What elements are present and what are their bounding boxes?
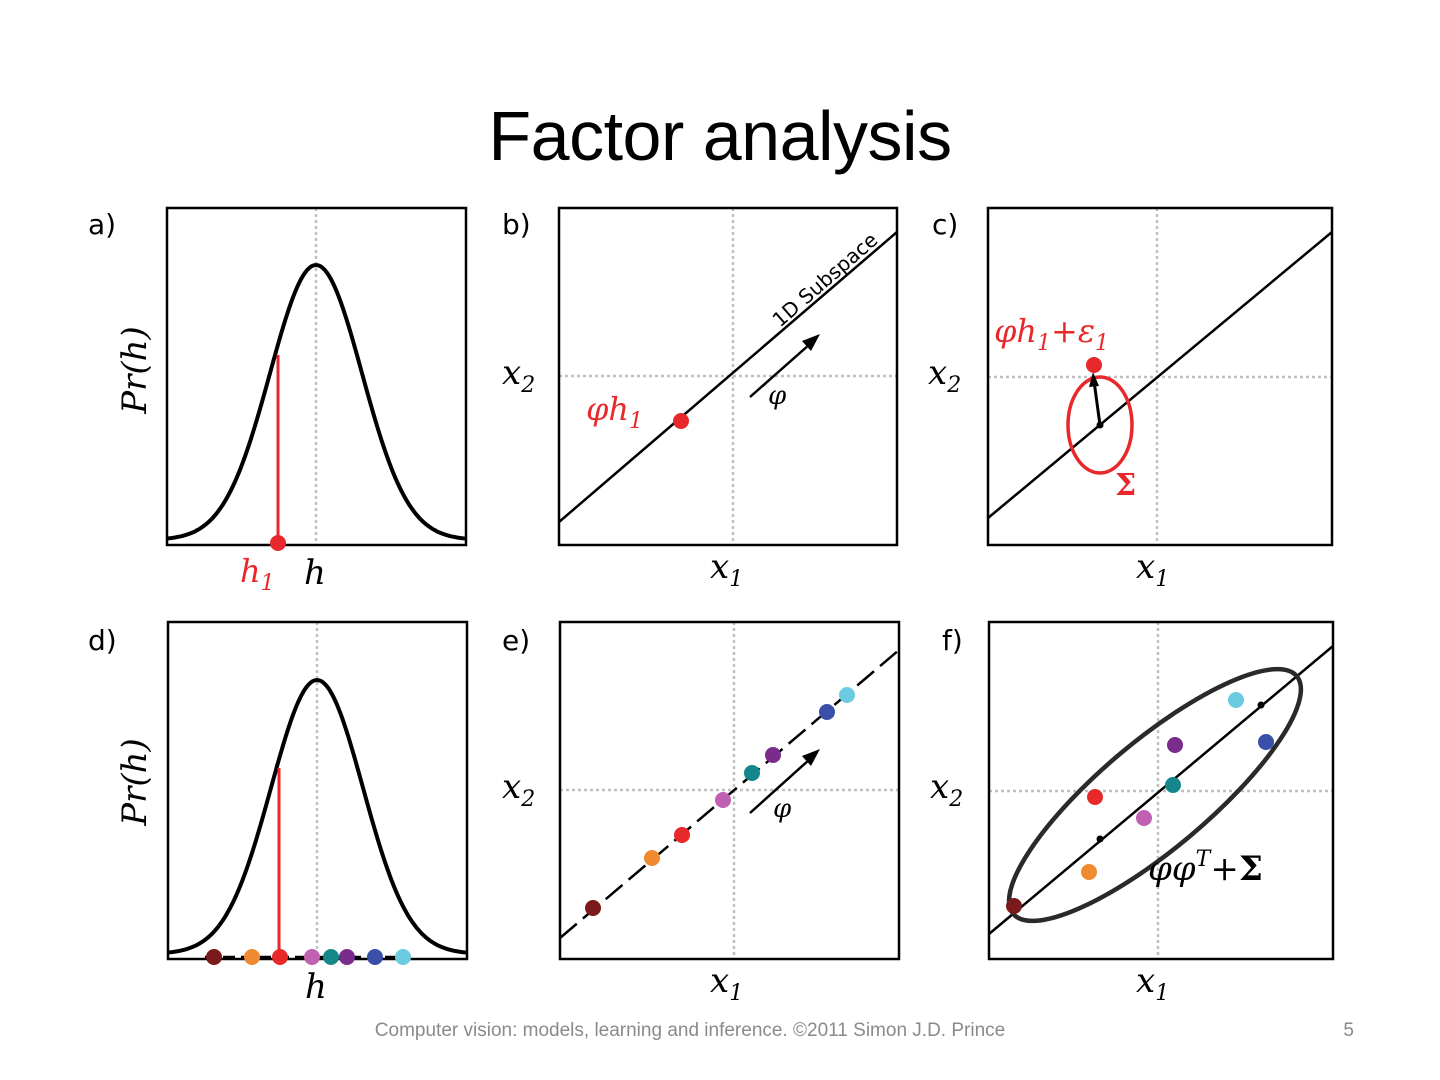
xlabel-h: h — [304, 553, 326, 593]
phi-label: φ — [773, 794, 792, 824]
sample-point — [744, 765, 760, 781]
sample-point — [323, 949, 339, 965]
sample-point — [1006, 898, 1022, 914]
sample-point — [272, 949, 288, 965]
page-number: 5 — [1343, 1020, 1354, 1041]
phi-h1-label: φh1 — [586, 390, 643, 434]
phi-arrowhead — [802, 749, 820, 766]
xlabel-h: h — [305, 967, 327, 1007]
panel-label-e: e) — [502, 624, 530, 657]
noise-ellipse — [1066, 375, 1134, 475]
sample-point — [1228, 692, 1244, 708]
slide-footer: Computer vision: models, learning and in… — [374, 1020, 1006, 1041]
phi-arrow — [749, 758, 811, 814]
sample-point — [839, 687, 855, 703]
sample-point — [674, 827, 690, 843]
plot-frame — [557, 206, 899, 547]
covariance-label: φφT+Σ — [1148, 847, 1263, 889]
sample-point — [1165, 777, 1181, 793]
axis-point — [1257, 701, 1265, 709]
ylabel-x2: x2 — [502, 767, 535, 812]
plot-frame — [986, 206, 1334, 547]
slide-title: Factor analysis — [488, 97, 952, 175]
xlabel-x1: x1 — [1136, 961, 1169, 1006]
ylabel-x2: x2 — [930, 767, 963, 812]
phi-label: φ — [768, 381, 787, 411]
gaussian-curve — [167, 678, 467, 955]
subspace-line — [987, 231, 1333, 519]
sigma-label: Σ — [1115, 468, 1136, 503]
xlabel-x1: x1 — [710, 961, 743, 1006]
sample-point — [715, 792, 731, 808]
xlabel-x1: x1 — [710, 547, 743, 592]
plot-frame — [987, 620, 1335, 961]
full-samples — [1006, 692, 1274, 914]
sample-point — [339, 949, 355, 965]
gaussian-curve — [166, 263, 466, 541]
subspace-line — [558, 231, 898, 523]
panel-label-c: c) — [932, 208, 958, 241]
phi-arrowhead — [802, 334, 820, 351]
mean-point — [1096, 421, 1104, 429]
panel-label-d: d) — [88, 624, 117, 657]
ylabel-x2: x2 — [928, 353, 961, 398]
panel-b: b) 1D Subspace φ φh1 x2 x1 — [502, 206, 899, 592]
noise-arrow — [1092, 380, 1102, 426]
sample-point — [585, 900, 601, 916]
ylabel-x2: x2 — [502, 353, 535, 398]
plot-frame — [165, 206, 468, 547]
sample-point — [367, 949, 383, 965]
sample-point — [395, 949, 411, 965]
plot-frame — [558, 620, 901, 961]
panel-label-b: b) — [502, 208, 531, 241]
sample-point — [644, 850, 660, 866]
panel-label-f: f) — [942, 624, 963, 657]
h1-label: h1 — [240, 552, 275, 596]
sample-point — [1087, 789, 1103, 805]
subspace-label: 1D Subspace — [768, 228, 883, 332]
projected-samples — [585, 687, 855, 916]
sample-point — [1167, 737, 1183, 753]
panel-f: f) φφT+Σ x2 x1 — [930, 620, 1335, 1006]
sample-point — [304, 949, 320, 965]
point-label: φh1+ε1 — [994, 312, 1109, 356]
axis-point — [1096, 835, 1104, 843]
subspace-line — [988, 645, 1334, 935]
phi-h1-point — [673, 413, 689, 429]
panel-a: a) Pr(h) h1 h — [88, 206, 468, 596]
sample-point — [206, 949, 222, 965]
sample-point — [765, 747, 781, 763]
ylabel-pr-h: Pr(h) — [115, 738, 155, 827]
h1-point — [270, 535, 286, 551]
phi-arrow — [749, 343, 811, 398]
panel-d: d) Pr(h) h — [88, 620, 469, 1007]
noise-arrowhead — [1089, 372, 1099, 387]
h-samples — [206, 949, 411, 965]
sample-point — [244, 949, 260, 965]
sample-point — [1258, 734, 1274, 750]
panel-e: e) φ x2 x1 — [502, 620, 901, 1006]
sample-point — [1081, 864, 1097, 880]
panel-label-a: a) — [88, 208, 116, 241]
ylabel-pr-h: Pr(h) — [115, 326, 155, 415]
xlabel-x1: x1 — [1136, 547, 1169, 592]
panel-c: c) φh1+ε1 Σ x2 x1 — [928, 206, 1334, 592]
sample-point — [819, 704, 835, 720]
sample-point — [1086, 357, 1102, 373]
sample-point — [1136, 810, 1152, 826]
